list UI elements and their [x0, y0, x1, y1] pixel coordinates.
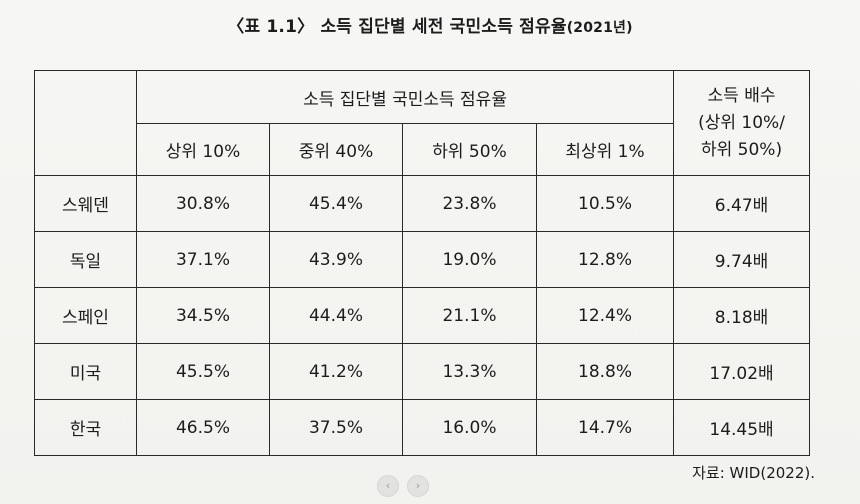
top1-cell: 18.8% — [535, 343, 675, 400]
bottom50-cell: 16.0% — [402, 399, 537, 456]
country-cell: 독일 — [34, 231, 137, 288]
subheader-top10: 상위 10% — [136, 123, 270, 176]
source-note: 자료: WID(2022). — [692, 464, 815, 482]
table-title-main: 〈표 1.1〉 소득 집단별 세전 국민소득 점유율 — [227, 17, 567, 37]
country-cell: 스페인 — [34, 287, 137, 344]
subheader-top1: 최상위 1% — [535, 123, 675, 176]
ratio-cell: 17.02배 — [673, 343, 811, 400]
table-row: 스웨덴 30.8% 45.4% 23.8% 10.5% 6.47배 — [34, 175, 811, 232]
header-row-1: 소득 집단별 국민소득 점유율 소득 배수 (상위 10%/ 하위 50%) — [34, 70, 811, 176]
top10-cell: 37.1% — [136, 231, 270, 288]
top1-cell: 12.4% — [535, 287, 675, 344]
country-cell: 미국 — [34, 343, 137, 400]
table-row: 스페인 34.5% 44.4% 21.1% 12.4% 8.18배 — [34, 287, 811, 344]
table-row: 한국 46.5% 37.5% 16.0% 14.7% 14.45배 — [34, 399, 811, 456]
ratio-header: 소득 배수 (상위 10%/ 하위 50%) — [673, 70, 811, 176]
next-page-button[interactable]: › — [407, 475, 429, 497]
top1-cell: 14.7% — [535, 399, 675, 456]
top10-cell: 45.5% — [136, 343, 270, 400]
ratio-cell: 8.18배 — [673, 287, 811, 344]
top10-cell: 46.5% — [136, 399, 270, 456]
mid40-cell: 44.4% — [269, 287, 403, 344]
mid40-cell: 43.9% — [269, 231, 403, 288]
ratio-cell: 9.74배 — [673, 231, 811, 288]
top1-cell: 12.8% — [535, 231, 675, 288]
top1-cell: 10.5% — [535, 175, 675, 232]
country-cell: 한국 — [34, 399, 137, 456]
ratio-cell: 14.45배 — [673, 399, 811, 456]
page-navigation: ‹ › — [375, 475, 435, 497]
ratio-header-line-2: (상위 10%/ — [698, 112, 785, 133]
bottom50-cell: 13.3% — [402, 343, 537, 400]
ratio-header-line-3: 하위 50%) — [700, 139, 783, 160]
ratio-cell: 6.47배 — [673, 175, 811, 232]
corner-cell — [34, 70, 137, 176]
table-title-year: (2021년) — [566, 20, 633, 36]
prev-page-button[interactable]: ‹ — [377, 475, 399, 497]
ratio-header-line-1: 소득 배수 — [707, 85, 776, 106]
group-header: 소득 집단별 국민소득 점유율 — [135, 70, 675, 124]
mid40-cell: 37.5% — [269, 399, 403, 456]
table-row: 독일 37.1% 43.9% 19.0% 12.8% 9.74배 — [34, 231, 811, 288]
table-title: 〈표 1.1〉 소득 집단별 세전 국민소득 점유율(2021년) — [0, 12, 860, 37]
bottom50-cell: 21.1% — [402, 287, 537, 344]
mid40-cell: 45.4% — [269, 175, 403, 232]
mid40-cell: 41.2% — [269, 343, 403, 400]
top10-cell: 30.8% — [136, 175, 270, 232]
subheader-mid40: 중위 40% — [269, 123, 403, 176]
top10-cell: 34.5% — [136, 287, 270, 344]
bottom50-cell: 23.8% — [402, 175, 537, 232]
header-row-2: 상위 10% 중위 40% 하위 50% 최상위 1% — [35, 123, 810, 176]
income-share-table: 소득 집단별 국민소득 점유율 소득 배수 (상위 10%/ 하위 50%) 상… — [34, 70, 811, 456]
bottom50-cell: 19.0% — [402, 231, 537, 288]
table-row: 미국 45.5% 41.2% 13.3% 18.8% 17.02배 — [34, 343, 811, 400]
country-cell: 스웨덴 — [34, 175, 137, 232]
subheader-bottom50: 하위 50% — [402, 123, 537, 176]
